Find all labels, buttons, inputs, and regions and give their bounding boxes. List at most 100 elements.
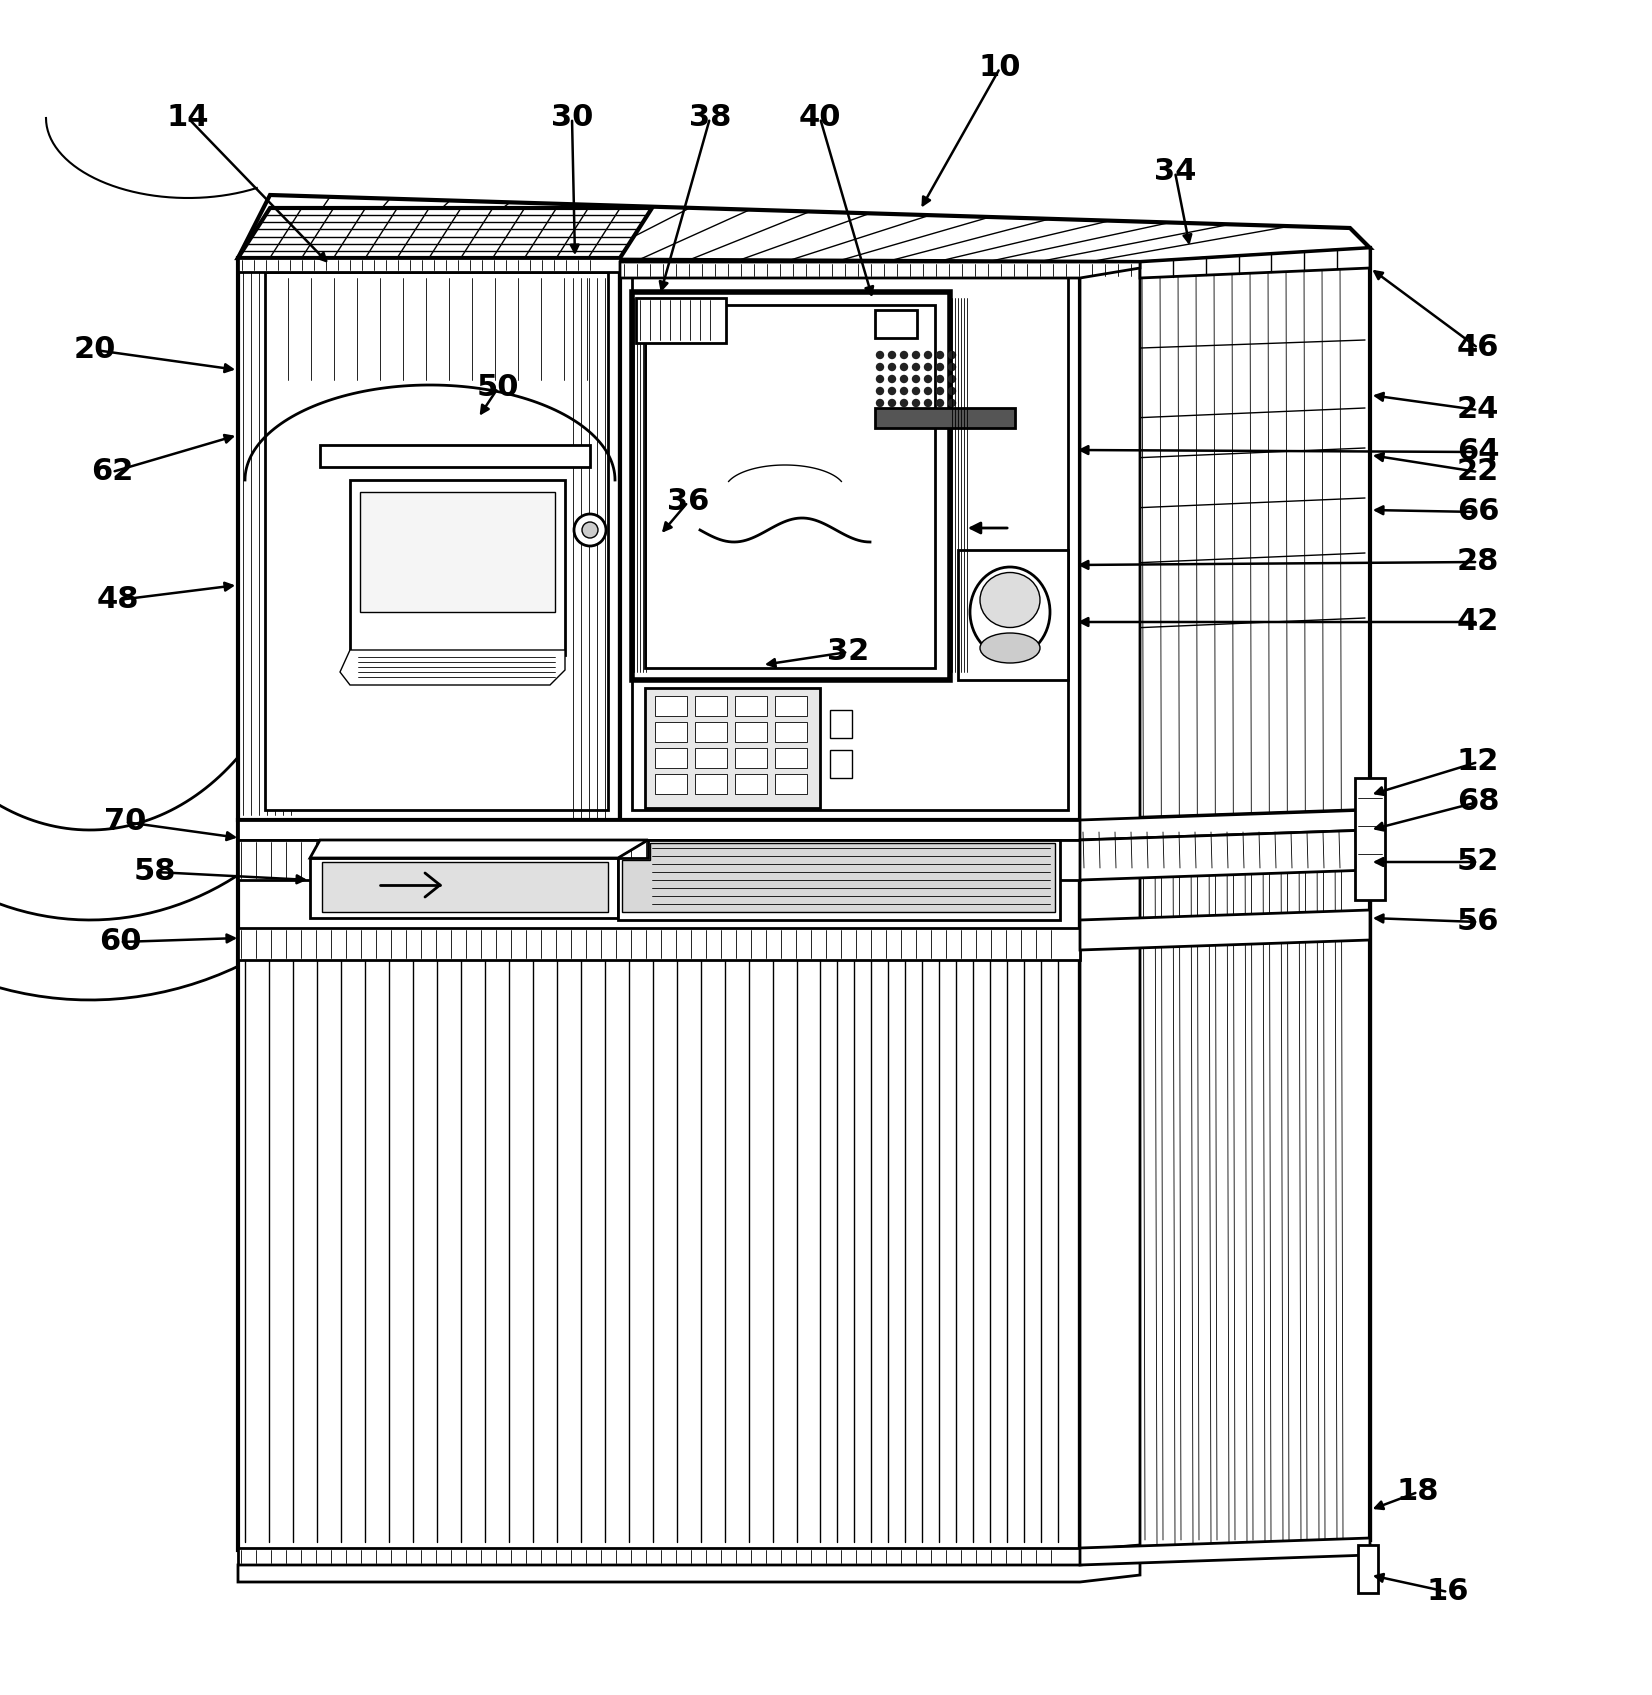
Circle shape bbox=[925, 388, 932, 395]
Circle shape bbox=[912, 363, 920, 371]
Bar bbox=[775, 722, 806, 742]
Circle shape bbox=[937, 376, 943, 383]
Bar bbox=[695, 697, 727, 715]
Text: 22: 22 bbox=[1457, 458, 1498, 486]
Circle shape bbox=[912, 400, 920, 407]
Text: 28: 28 bbox=[1457, 547, 1498, 576]
Circle shape bbox=[948, 351, 955, 359]
Polygon shape bbox=[1080, 810, 1370, 1549]
Text: 52: 52 bbox=[1457, 848, 1498, 876]
Circle shape bbox=[877, 351, 884, 359]
Circle shape bbox=[877, 363, 884, 371]
Text: 62: 62 bbox=[91, 458, 134, 486]
Bar bbox=[320, 446, 590, 468]
Bar bbox=[735, 697, 767, 715]
Bar bbox=[876, 408, 1014, 429]
Text: 14: 14 bbox=[167, 103, 210, 132]
Circle shape bbox=[900, 400, 907, 407]
Bar bbox=[350, 480, 565, 654]
Bar bbox=[829, 710, 852, 737]
Polygon shape bbox=[1080, 1537, 1370, 1564]
Circle shape bbox=[912, 351, 920, 359]
Circle shape bbox=[889, 351, 895, 359]
Circle shape bbox=[948, 400, 955, 407]
Text: 12: 12 bbox=[1457, 747, 1498, 776]
Text: 50: 50 bbox=[477, 373, 519, 402]
Polygon shape bbox=[238, 820, 1080, 1549]
Circle shape bbox=[900, 388, 907, 395]
Bar bbox=[775, 747, 806, 768]
Text: 60: 60 bbox=[99, 927, 142, 956]
Bar bbox=[775, 775, 806, 793]
Circle shape bbox=[925, 400, 932, 407]
Polygon shape bbox=[618, 841, 1061, 920]
Polygon shape bbox=[1140, 247, 1370, 278]
Bar bbox=[735, 775, 767, 793]
Circle shape bbox=[925, 376, 932, 383]
Polygon shape bbox=[620, 258, 1080, 820]
Polygon shape bbox=[238, 820, 1080, 841]
Circle shape bbox=[948, 376, 955, 383]
Text: 38: 38 bbox=[689, 103, 732, 132]
Circle shape bbox=[889, 363, 895, 371]
Text: 20: 20 bbox=[74, 336, 116, 364]
Bar bbox=[654, 747, 687, 768]
Text: 30: 30 bbox=[550, 103, 593, 132]
Bar bbox=[735, 722, 767, 742]
Polygon shape bbox=[1080, 247, 1370, 1549]
Polygon shape bbox=[1080, 258, 1140, 1549]
Text: 34: 34 bbox=[1153, 158, 1196, 186]
Polygon shape bbox=[620, 263, 1140, 278]
Circle shape bbox=[937, 400, 943, 407]
Ellipse shape bbox=[970, 568, 1051, 658]
Circle shape bbox=[900, 363, 907, 371]
Circle shape bbox=[937, 351, 943, 359]
Polygon shape bbox=[238, 208, 653, 258]
Polygon shape bbox=[238, 1548, 1080, 1564]
Polygon shape bbox=[1080, 831, 1370, 880]
Circle shape bbox=[925, 363, 932, 371]
Text: 58: 58 bbox=[134, 858, 177, 886]
Circle shape bbox=[877, 400, 884, 407]
Bar bbox=[360, 492, 555, 612]
Polygon shape bbox=[958, 549, 1067, 680]
Bar bbox=[735, 747, 767, 768]
Circle shape bbox=[948, 388, 955, 395]
Circle shape bbox=[948, 363, 955, 371]
Polygon shape bbox=[238, 1558, 1140, 1581]
Ellipse shape bbox=[980, 632, 1041, 663]
Circle shape bbox=[573, 514, 606, 546]
Bar bbox=[1355, 778, 1384, 900]
Text: 68: 68 bbox=[1457, 788, 1500, 817]
Ellipse shape bbox=[980, 573, 1041, 627]
Bar bbox=[695, 747, 727, 768]
Text: 16: 16 bbox=[1427, 1578, 1469, 1607]
Polygon shape bbox=[238, 195, 1370, 263]
Polygon shape bbox=[322, 863, 608, 912]
Bar bbox=[695, 722, 727, 742]
Polygon shape bbox=[238, 258, 620, 271]
Bar bbox=[636, 298, 725, 342]
Circle shape bbox=[582, 522, 598, 537]
Polygon shape bbox=[1080, 910, 1370, 949]
Polygon shape bbox=[238, 927, 1080, 959]
Circle shape bbox=[889, 376, 895, 383]
Circle shape bbox=[912, 388, 920, 395]
Circle shape bbox=[900, 376, 907, 383]
Text: 18: 18 bbox=[1396, 1478, 1439, 1507]
Bar bbox=[1358, 1546, 1378, 1593]
Bar bbox=[654, 775, 687, 793]
Text: 10: 10 bbox=[978, 54, 1021, 83]
Bar bbox=[829, 749, 852, 778]
Polygon shape bbox=[623, 842, 1056, 912]
Polygon shape bbox=[644, 688, 819, 809]
Circle shape bbox=[889, 400, 895, 407]
Text: 56: 56 bbox=[1457, 907, 1500, 937]
Polygon shape bbox=[311, 858, 618, 919]
Text: 64: 64 bbox=[1457, 437, 1500, 466]
Text: 24: 24 bbox=[1457, 395, 1498, 424]
Bar bbox=[775, 697, 806, 715]
Bar bbox=[876, 310, 917, 337]
Circle shape bbox=[937, 388, 943, 395]
Polygon shape bbox=[264, 271, 608, 810]
